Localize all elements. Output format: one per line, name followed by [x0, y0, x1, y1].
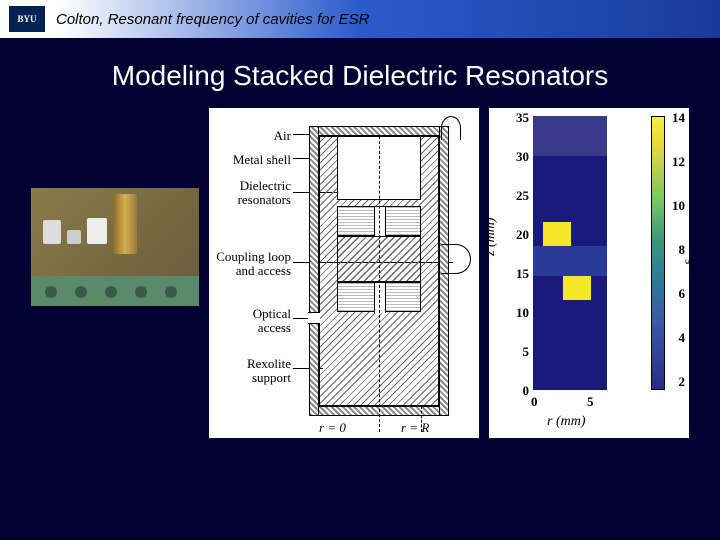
dr2-slot: [374, 283, 386, 313]
cylinder-2: [67, 230, 81, 244]
ytick-15: 15: [509, 266, 529, 282]
cylinder-1: [43, 220, 61, 244]
hm-dielectric-2: [563, 276, 591, 300]
xtick-5: 5: [587, 394, 594, 410]
content-row: Air Metal shell Dielectric resonators Co…: [0, 108, 720, 438]
label-optical-2: access: [209, 320, 291, 336]
ruler-hole: [165, 286, 177, 298]
ytick-10: 10: [509, 305, 529, 321]
byu-logo: BYU: [8, 5, 46, 33]
slide-title: Modeling Stacked Dielectric Resonators: [0, 38, 720, 108]
top-access-loop: [441, 116, 461, 140]
colorbar-label: εᵣ: [681, 256, 697, 265]
resonator-photo: [31, 188, 199, 306]
ctick-2: 2: [679, 374, 686, 390]
slide-header: BYU Colton, Resonant frequency of caviti…: [0, 0, 720, 38]
hm-dielectric-1: [543, 222, 571, 246]
center-axis-dash: [379, 136, 380, 432]
label-dielectric-2: resonators: [209, 192, 291, 208]
colorbar: [651, 116, 665, 390]
label-rexolite-2: support: [209, 370, 291, 386]
cylinder-3: [87, 218, 107, 244]
label-metal-shell: Metal shell: [209, 152, 291, 168]
hm-mid-region: [533, 246, 607, 276]
ruler-hole: [135, 286, 147, 298]
ctick-14: 14: [672, 110, 685, 126]
cross-section-diagram: Air Metal shell Dielectric resonators Co…: [209, 108, 479, 438]
dr1-slot: [374, 207, 386, 237]
ruler: [31, 276, 199, 306]
ctick-10: 10: [672, 198, 685, 214]
hm-air-region: [533, 116, 607, 156]
label-air: Air: [209, 128, 291, 144]
ytick-20: 20: [509, 227, 529, 243]
coupling-loop: [441, 244, 471, 274]
ctick-4: 4: [679, 330, 686, 346]
x-axis-label: r (mm): [547, 414, 586, 430]
label-coupling-2: and access: [209, 263, 291, 279]
ytick-25: 25: [509, 188, 529, 204]
ytick-0: 0: [509, 383, 529, 399]
shell-top: [309, 126, 449, 136]
heatmap-plot-area: [533, 116, 607, 390]
shell-left: [309, 126, 319, 416]
header-text: Colton, Resonant frequency of cavities f…: [56, 11, 370, 28]
ytick-35: 35: [509, 110, 529, 126]
permittivity-heatmap: 35 30 25 20 15 10 5 0 0 5 z (mm) r (mm) …: [489, 108, 689, 438]
brass-tube: [113, 194, 137, 254]
label-r-zero: r = 0: [319, 420, 346, 436]
ruler-hole: [45, 286, 57, 298]
optical-hole: [308, 312, 320, 324]
photo-background: [31, 188, 199, 306]
cavity-assembly: [309, 126, 449, 416]
ytick-30: 30: [509, 149, 529, 165]
label-r-R: r = R: [401, 420, 429, 436]
ruler-hole: [105, 286, 117, 298]
ruler-hole: [75, 286, 87, 298]
xtick-0: 0: [531, 394, 538, 410]
ytick-5: 5: [509, 344, 529, 360]
y-axis-label: z (mm): [483, 218, 499, 257]
ctick-6: 6: [679, 286, 686, 302]
r-R-dash: [421, 406, 422, 432]
ctick-12: 12: [672, 154, 685, 170]
